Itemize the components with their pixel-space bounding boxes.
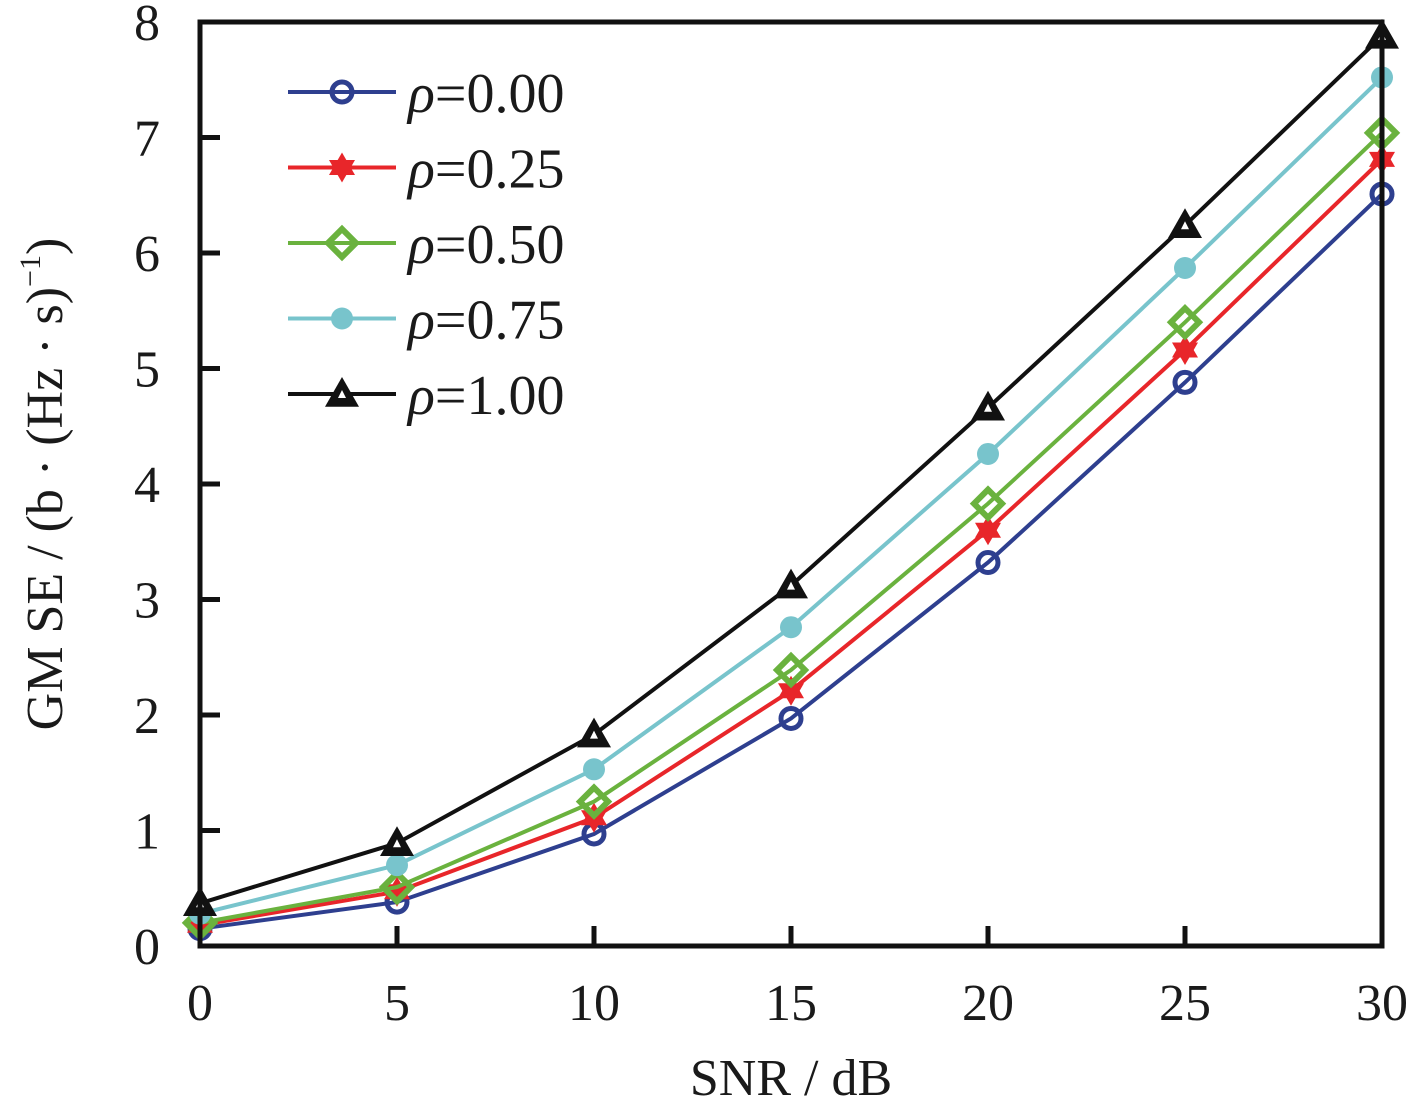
data-point <box>1166 304 1204 341</box>
legend-label: ρ=0.25 <box>406 139 564 201</box>
y-tick-label: 6 <box>134 226 160 283</box>
legend-marker <box>323 224 361 262</box>
data-point <box>378 868 416 906</box>
legend-symbol: ρ <box>406 365 435 427</box>
legend-item: ρ=0.50 <box>288 214 564 276</box>
data-point <box>583 758 605 781</box>
y-axis-title-superscript: −1 <box>14 255 47 287</box>
data-point <box>577 717 611 748</box>
legend-item: ρ=0.25 <box>288 139 564 201</box>
x-tick-label: 5 <box>384 975 410 1032</box>
legend-item: ρ=0.00 <box>288 63 564 125</box>
data-point <box>1168 208 1202 239</box>
x-tick-label: 10 <box>568 975 620 1032</box>
legend-value: =0.25 <box>435 139 565 201</box>
legend-value: =0.75 <box>435 290 565 352</box>
series-layer <box>181 18 1401 942</box>
data-point <box>971 390 1005 421</box>
y-tick-label: 7 <box>134 111 160 168</box>
y-tick-label: 3 <box>134 573 160 630</box>
y-tick-label: 4 <box>134 457 160 514</box>
x-tick-label: 25 <box>1159 975 1211 1032</box>
tick-labels: 0 5 10 15 20 25 30 0 1 2 3 4 5 6 7 8 <box>134 0 1408 1032</box>
legend-marker <box>329 152 355 183</box>
x-axis-title: SNR / dB <box>690 1050 892 1100</box>
series-line <box>199 75 1384 916</box>
data-point <box>1174 257 1196 280</box>
data-point <box>380 826 414 856</box>
data-point <box>575 783 613 820</box>
legend-label: ρ=0.00 <box>406 63 564 125</box>
legend-symbol: ρ <box>406 214 435 276</box>
y-tick-label: 2 <box>134 688 160 745</box>
axes <box>197 19 1385 949</box>
data-point <box>780 616 802 639</box>
data-point <box>977 442 999 465</box>
data-point <box>975 550 1001 576</box>
series-3 <box>189 66 1393 925</box>
legend-marker <box>329 79 355 105</box>
data-point <box>774 568 808 599</box>
x-tick-label: 15 <box>765 975 817 1032</box>
data-point <box>1172 335 1198 365</box>
x-tick-label: 0 <box>187 975 213 1032</box>
x-tick-label: 30 <box>1356 975 1408 1032</box>
y-tick-label: 1 <box>134 804 160 861</box>
legend-item: ρ=1.00 <box>288 365 564 427</box>
data-point <box>772 651 810 689</box>
series-4 <box>183 18 1399 917</box>
y-axis-title-main: GM SE / (b · (Hz · s) <box>17 287 74 730</box>
legend-value: =0.50 <box>435 214 565 276</box>
y-tick-label: 8 <box>134 0 160 52</box>
legend-item: ρ=0.75 <box>288 290 564 352</box>
series-1 <box>187 144 1395 941</box>
legend-symbol: ρ <box>406 63 435 125</box>
legend-label: ρ=0.50 <box>406 214 564 276</box>
legend-value: =0.00 <box>435 63 565 125</box>
data-point <box>778 705 804 731</box>
series-line <box>199 157 1384 928</box>
plot-frame <box>197 19 1385 949</box>
legend-marker <box>325 377 359 407</box>
data-point <box>386 854 408 877</box>
y-axis-title: GM SE / (b · (Hz · s)−1) <box>14 238 74 731</box>
y-tick-label: 5 <box>134 342 160 399</box>
legend: ρ=0.00ρ=0.25ρ=0.50ρ=0.75ρ=1.00 <box>288 63 564 427</box>
series-line <box>199 131 1384 925</box>
legend-marker <box>331 307 353 330</box>
legend-label: ρ=0.75 <box>406 290 564 352</box>
legend-symbol: ρ <box>406 139 435 201</box>
x-tick-label: 20 <box>962 975 1014 1032</box>
y-axis-title-close: ) <box>17 238 74 255</box>
legend-symbol: ρ <box>406 290 435 352</box>
y-tick-label: 0 <box>134 919 160 976</box>
data-point <box>1172 369 1198 395</box>
data-point <box>975 515 1001 546</box>
legend-label: ρ=1.00 <box>406 365 564 427</box>
legend-value: =1.00 <box>435 365 565 427</box>
data-point <box>969 485 1007 522</box>
